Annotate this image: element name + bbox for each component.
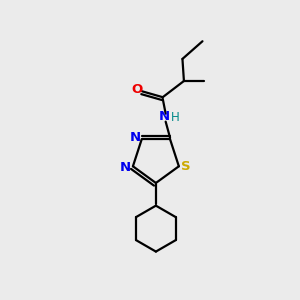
Text: N: N xyxy=(120,161,131,174)
Text: N: N xyxy=(159,110,170,123)
Text: H: H xyxy=(171,111,179,124)
Text: S: S xyxy=(181,160,190,173)
Text: O: O xyxy=(131,83,142,96)
Text: N: N xyxy=(130,131,141,144)
